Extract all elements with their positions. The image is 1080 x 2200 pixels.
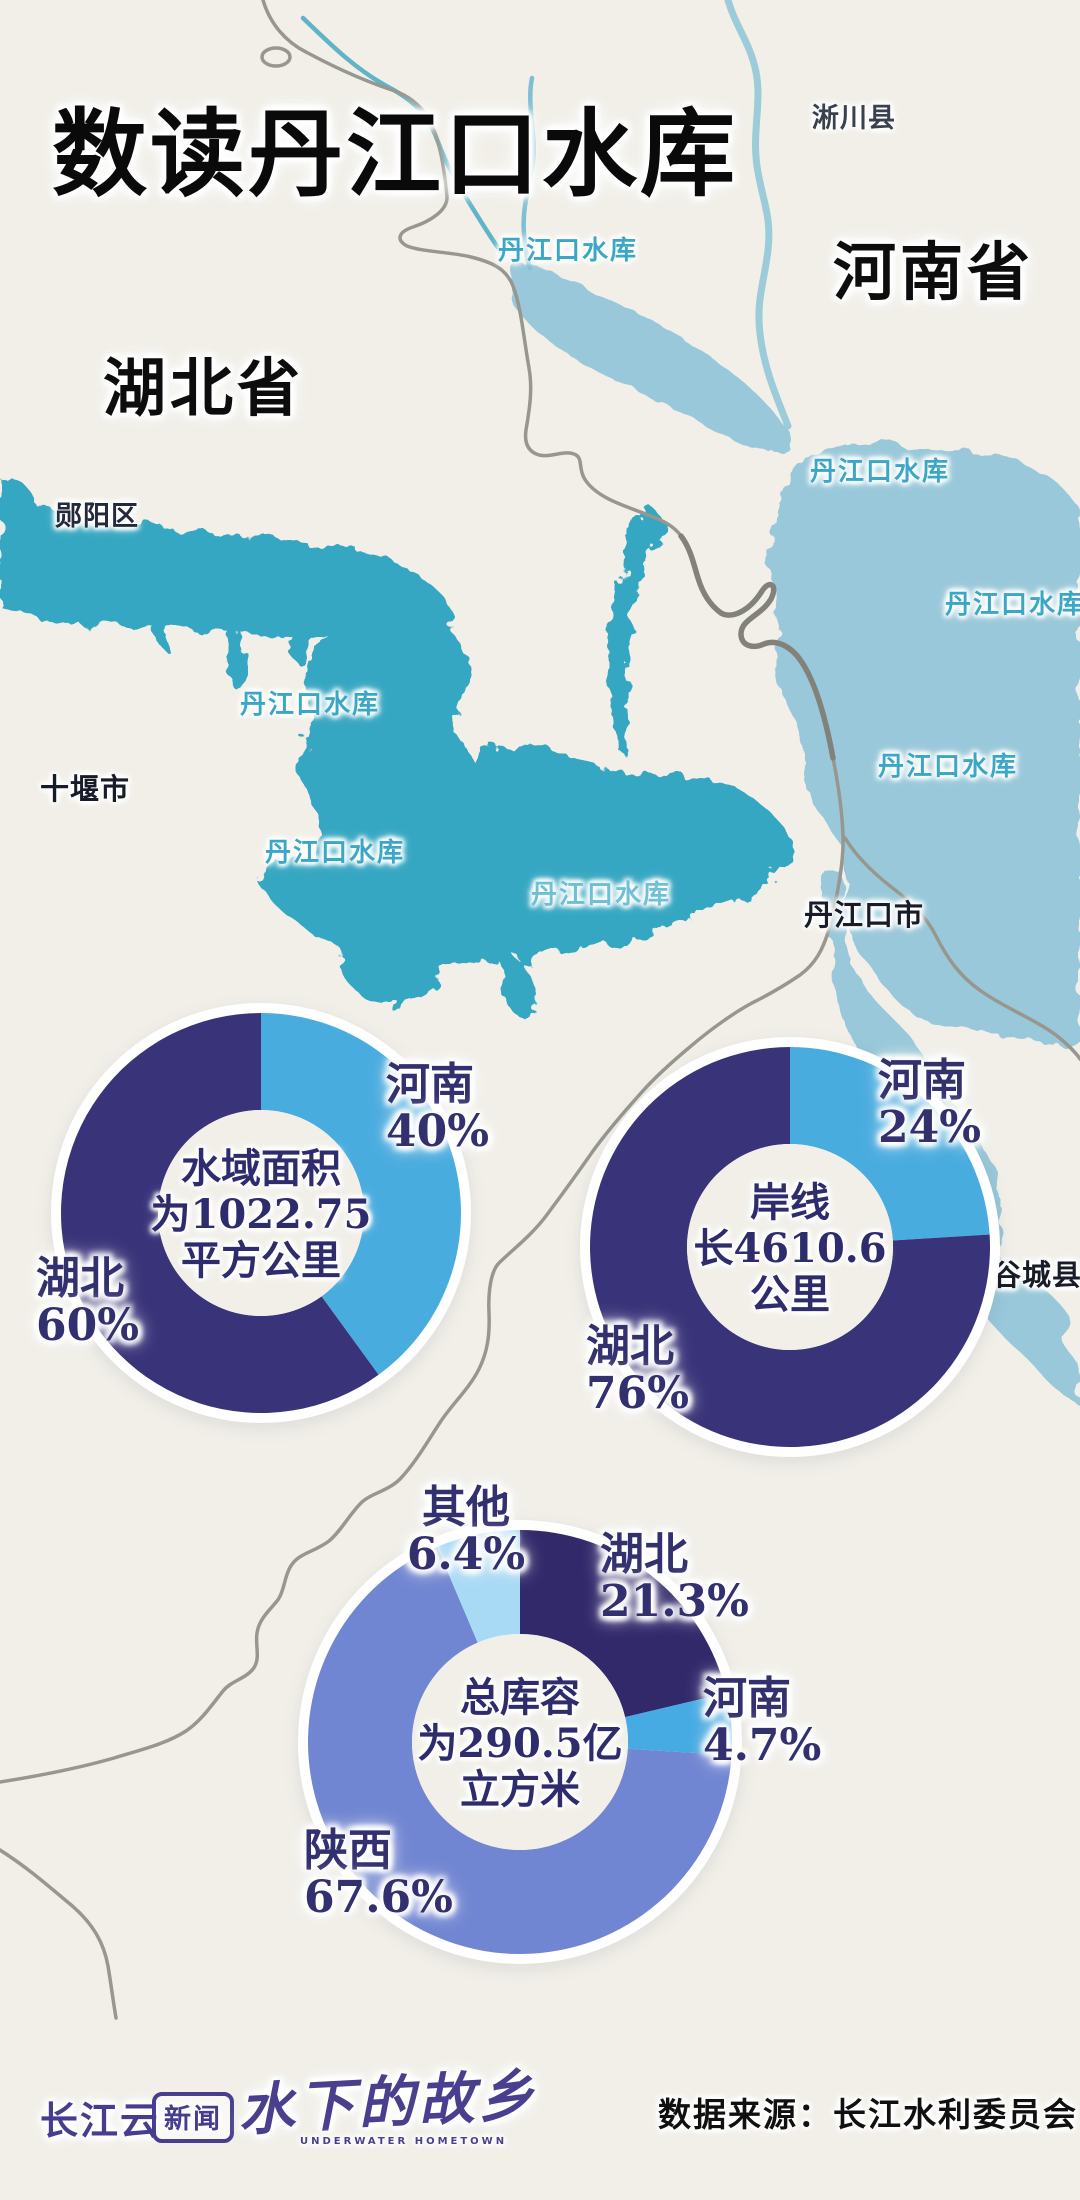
place-label-gucheng: 谷城县: [992, 1258, 1080, 1292]
province-label-henan: 河南省: [833, 235, 1034, 309]
donut-chart-capacity: [298, 1520, 742, 1964]
water-label-2: 丹江口水库: [810, 457, 951, 487]
water-label-1: 丹江口水库: [498, 236, 639, 266]
donut-area-label-henan: 河南 40%: [386, 1059, 490, 1157]
donut-capacity-label-other: 其他 6.4%: [406, 1482, 526, 1580]
donut-slice-湖北: [520, 1530, 727, 1718]
donut-slice-湖北: [60, 1013, 379, 1413]
donut-slice-湖北: [590, 1047, 991, 1447]
donut-capacity-center-text: 总库容 为290.5亿 立方米: [417, 1674, 623, 1813]
data-source-text: 数据来源：长江水利委员会: [658, 2095, 1078, 2134]
province-boundaries: [0, 0, 1080, 2020]
calligraphy-caption: UNDERWATER HOMETOWN: [300, 2136, 508, 2147]
water-label-6: 丹江口水库: [265, 838, 406, 868]
donut-chart-shoreline: [580, 1037, 1000, 1457]
page-title: 数读丹江口水库: [52, 99, 739, 210]
water-label-7: 丹江口水库: [531, 880, 672, 910]
donut-capacity-label-henan: 河南 4.7%: [703, 1673, 822, 1771]
water-label-4: 丹江口水库: [240, 690, 381, 720]
donut-capacity-label-hubei: 湖北 21.3%: [600, 1529, 749, 1627]
donut-slice-陕西: [307, 1546, 732, 1955]
donut-chart-area: [51, 1003, 471, 1423]
donut-slice-其他: [437, 1530, 520, 1643]
donut-area-label-hubei: 湖北 60%: [36, 1253, 140, 1351]
place-label-xichuan: 淅川县: [812, 103, 896, 134]
donut-slice-河南: [261, 1013, 461, 1375]
donut-shoreline-label-henan: 河南 24%: [878, 1055, 982, 1153]
donut-shoreline-label-hubei: 湖北 76%: [586, 1321, 690, 1419]
donut-inner-circle: [412, 1634, 628, 1850]
place-label-shiyan: 十堰市: [40, 772, 131, 806]
donut-inner-circle: [158, 1110, 364, 1316]
donut-capacity-label-shaanxi: 陕西 67.6%: [304, 1825, 453, 1923]
brand-logo-changjiangyun: 长江云: [40, 2099, 161, 2143]
place-label-yunyang: 郧阳区: [55, 501, 139, 532]
calligraphy-logo: 水下的故乡: [236, 2062, 540, 2144]
water-label-5: 丹江口水库: [878, 752, 1019, 782]
donut-slice-河南: [790, 1047, 990, 1241]
donut-shoreline-center-text: 岸线 长4610.6 公里: [693, 1179, 887, 1318]
donut-inner-circle: [687, 1144, 893, 1350]
water-label-3: 丹江口水库: [945, 590, 1080, 620]
reservoir-hubei-water: [0, 479, 790, 1017]
place-label-danjiangkou-city: 丹江口市: [804, 898, 925, 932]
province-label-hubei: 湖北省: [103, 351, 304, 425]
donut-slice-河南: [625, 1693, 732, 1756]
news-badge: 新闻: [152, 2092, 234, 2143]
donut-area-center-text: 水域面积 为1022.75 平方公里: [150, 1145, 372, 1284]
